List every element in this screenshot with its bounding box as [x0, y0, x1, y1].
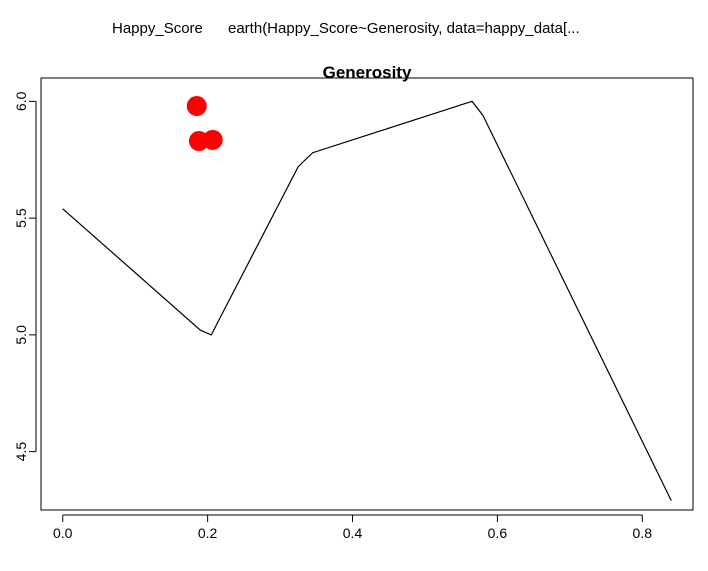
plot-frame [40, 77, 694, 511]
data-point [202, 129, 223, 150]
x-tick-label: 0.0 [53, 525, 73, 541]
x-axis: 0.0 0.2 0.4 0.6 0.8 [53, 514, 653, 541]
model-call-label: earth(Happy_Score~Generosity, data=happy… [228, 20, 580, 37]
x-tick-label: 0.8 [633, 525, 653, 541]
x-tick-label: 0.2 [198, 525, 218, 541]
y-tick-label: 5.0 [13, 325, 29, 345]
y-axis: 4.5 5.0 5.5 6.0 [13, 91, 37, 462]
chart-title: Generosity [323, 63, 412, 82]
x-tick-label: 0.4 [343, 525, 363, 541]
series-layer [62, 96, 672, 501]
response-label: Happy_Score [112, 20, 203, 37]
y-tick-label: 6.0 [13, 91, 29, 111]
x-tick-label: 0.6 [488, 525, 508, 541]
y-tick-label: 4.5 [13, 442, 29, 462]
model-fit-line [62, 100, 672, 501]
data-point [186, 96, 207, 117]
y-tick-label: 5.5 [13, 208, 29, 228]
